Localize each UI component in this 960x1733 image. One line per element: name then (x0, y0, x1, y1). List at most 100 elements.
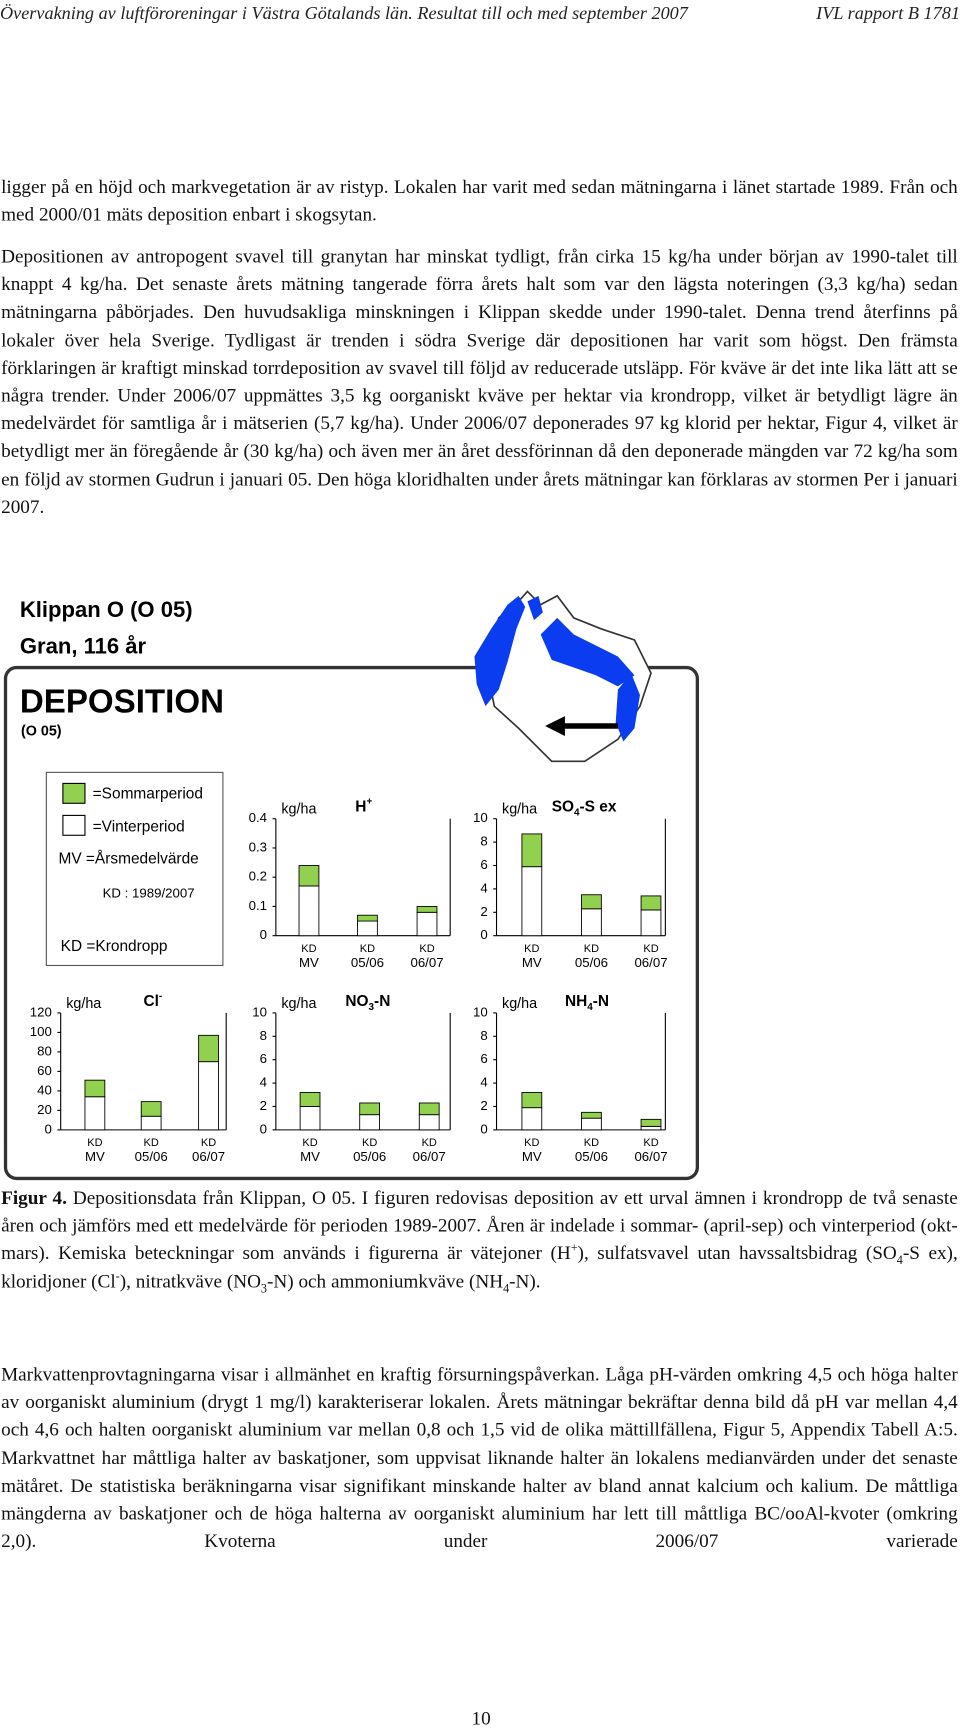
y-tick-label: 2 (480, 1098, 487, 1113)
unit-label: kg/ha (281, 996, 316, 1012)
bar-segment (357, 914, 378, 922)
bar-segment (359, 1114, 381, 1131)
legend-label: KD : 1989/2007 (103, 885, 195, 900)
bar-segment (298, 885, 320, 937)
text-run: 4 (503, 1282, 510, 1296)
title-run: + (366, 797, 372, 808)
bar-segment (359, 1102, 381, 1116)
bar-segment (521, 833, 543, 868)
x-tick-label: MV (522, 1149, 542, 1164)
y-tick-label: 10 (252, 1004, 267, 1019)
x-tick-label: 06/07 (634, 955, 667, 970)
caption: Figur 4. Depositionsdata från Klippan, O… (1, 1184, 958, 1295)
x-sub-label: KD (524, 943, 539, 955)
text-run: 4 (896, 1254, 903, 1268)
x-sub-label: KD (301, 943, 316, 955)
title-run: NO (345, 993, 368, 1010)
x-tick-label: 06/07 (634, 1149, 667, 1164)
bar-segment (640, 1125, 662, 1131)
chart-title: Cl- (143, 991, 162, 1010)
y-tick-label: 0.3 (249, 839, 267, 854)
bar-segment (581, 908, 602, 937)
y-tick-label: 0 (480, 1121, 487, 1136)
paragraph: ligger på en höjd och markvegetation är … (1, 175, 958, 226)
y-tick-label: 6 (480, 857, 487, 872)
bar-segment (84, 1096, 106, 1131)
title-run: 4 (574, 808, 580, 819)
y-tick-label: 6 (260, 1051, 267, 1066)
legend-label: KD =Krondropp (61, 938, 168, 955)
figure-code: (O 05) (21, 723, 62, 739)
bar-segment (416, 911, 438, 937)
legend-label: MV =Årsmedelvärde (58, 851, 198, 868)
header-right: IVL rapport B 1781 (816, 2, 960, 24)
x-sub-label: KD (144, 1137, 159, 1149)
text-run: Depositionsdata från Klippan, O 05. I fi… (1, 1186, 958, 1264)
bar-segment (299, 1106, 321, 1131)
y-tick-label: 60 (37, 1063, 52, 1078)
x-tick-label: 05/06 (351, 955, 384, 970)
legend-swatch (62, 782, 86, 804)
header-left: Övervakning av luftföroreningar i Västra… (0, 2, 688, 24)
text-run: 3 (260, 1282, 268, 1296)
bar-segment (84, 1079, 106, 1098)
unit-label: kg/ha (502, 802, 537, 818)
bar-segment (581, 1117, 602, 1131)
bar-segment (140, 1115, 162, 1131)
x-sub-label: KD (419, 943, 434, 955)
text-run: ), nitratkväve (NO (119, 1269, 261, 1292)
figure: Klippan O (O 05) Gran, 116 år DEPOSITION… (3, 590, 700, 1181)
y-tick-label: 2 (480, 904, 487, 919)
x-sub-label: KD (584, 1137, 599, 1149)
title-run: -N (593, 993, 609, 1010)
bar-segment (521, 1107, 543, 1131)
text-run: -S ex), kloridjoner (Cl (1, 1241, 958, 1292)
title-run: -S ex (580, 799, 617, 816)
x-tick-label: 05/06 (575, 1149, 608, 1164)
bar-segment (640, 895, 662, 911)
y-tick-label: 10 (473, 810, 488, 825)
bar-segment (521, 1092, 543, 1109)
site-title: Klippan O (O 05) (20, 597, 193, 622)
chart-title: SO4-S ex (552, 799, 617, 819)
title-run: Cl (143, 993, 158, 1010)
figure-heading: DEPOSITION (20, 684, 224, 721)
chart-title: H+ (355, 797, 372, 816)
y-tick-label: 0.4 (249, 810, 267, 825)
unit-label: kg/ha (281, 802, 316, 818)
bar-segment (416, 906, 438, 913)
y-tick-label: 120 (30, 1004, 52, 1019)
x-tick-label: MV (522, 955, 542, 970)
text-run: Figur 4. (1, 1186, 67, 1209)
legend-swatch (62, 814, 86, 836)
x-sub-label: KD (87, 1137, 102, 1149)
text-run: -N) och ammoniumkväve (NH (267, 1269, 504, 1292)
paragraph: Depositionen av antropogent svavel till … (1, 244, 958, 518)
chart-title: NO3-N (345, 993, 390, 1013)
x-sub-label: KD (524, 1137, 539, 1149)
legend-label: =Vinterperiod (93, 819, 185, 836)
y-tick-label: 4 (480, 880, 487, 895)
text-run: + (570, 1241, 578, 1256)
y-tick-label: 10 (473, 1004, 488, 1019)
figure-frame (3, 665, 700, 1181)
y-tick-label: 0 (260, 927, 267, 942)
title-run: 4 (587, 1002, 593, 1013)
bar-segment (581, 894, 602, 910)
x-sub-label: KD (201, 1137, 216, 1149)
x-tick-label: 06/07 (410, 955, 443, 970)
bar-segment (418, 1102, 440, 1116)
x-tick-label: 06/07 (413, 1149, 446, 1164)
title-run: - (159, 991, 162, 1002)
unit-label: kg/ha (66, 996, 101, 1012)
stand-title: Gran, 116 år (20, 634, 147, 659)
legend-box (45, 771, 224, 967)
y-tick-label: 100 (30, 1024, 52, 1039)
bar-segment (298, 865, 320, 887)
legend-label: =Sommarperiod (93, 786, 203, 803)
chart-title: NH4-N (565, 993, 609, 1013)
x-tick-label: 05/06 (135, 1149, 168, 1164)
bar-segment (581, 1111, 602, 1119)
x-tick-label: MV (300, 1149, 320, 1164)
